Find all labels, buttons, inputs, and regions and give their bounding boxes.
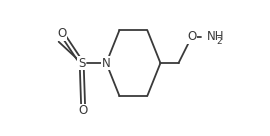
Text: 2: 2: [216, 37, 222, 46]
Text: O: O: [57, 27, 67, 40]
Text: O: O: [79, 104, 88, 117]
Text: NH: NH: [206, 30, 224, 43]
Text: S: S: [78, 57, 85, 70]
Text: O: O: [187, 30, 196, 43]
Text: N: N: [102, 57, 111, 70]
